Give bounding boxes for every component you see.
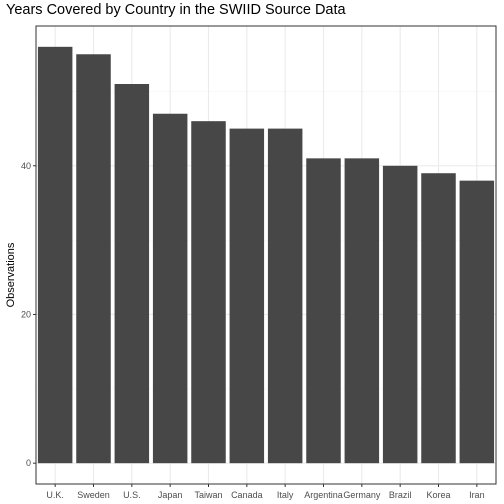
x-axis: U.K. Sweden U.S. Japan Taiwan Canada Italy Arge… <box>46 484 485 500</box>
y-tick-label: 20 <box>21 309 31 319</box>
bar <box>152 113 188 464</box>
x-tick-label: Japan <box>158 490 183 500</box>
bar <box>421 173 456 464</box>
bar <box>191 121 226 464</box>
x-tick-label: Taiwan <box>194 490 222 500</box>
x-tick-label: Canada <box>231 490 263 500</box>
y-tick-label: 40 <box>21 161 31 171</box>
x-tick-label: Sweden <box>77 490 110 500</box>
x-tick-label: Korea <box>426 490 450 500</box>
bar <box>306 158 341 464</box>
y-axis: 0 20 40 <box>21 161 36 468</box>
bar <box>344 158 380 464</box>
panel-border <box>35 25 497 485</box>
x-tick-label: Iran <box>469 490 485 500</box>
bar <box>459 180 495 464</box>
x-tick-label: Brazil <box>389 490 412 500</box>
y-axis-title: Observations <box>5 242 17 307</box>
x-tick-label: Argentina <box>304 490 343 500</box>
bar <box>114 83 150 464</box>
y-tick-label: 0 <box>26 458 31 468</box>
bar <box>267 128 303 464</box>
x-tick-label: U.S. <box>123 490 141 500</box>
x-tick-label: Italy <box>277 490 294 500</box>
bars <box>37 46 495 464</box>
x-tick-label: Germany <box>343 490 381 500</box>
x-tick-label: U.K. <box>46 490 64 500</box>
bar <box>229 128 265 464</box>
bar <box>382 165 418 464</box>
chart-title: Years Covered by Country in the SWIID So… <box>6 2 346 18</box>
bar <box>76 54 111 464</box>
bar <box>37 46 73 464</box>
